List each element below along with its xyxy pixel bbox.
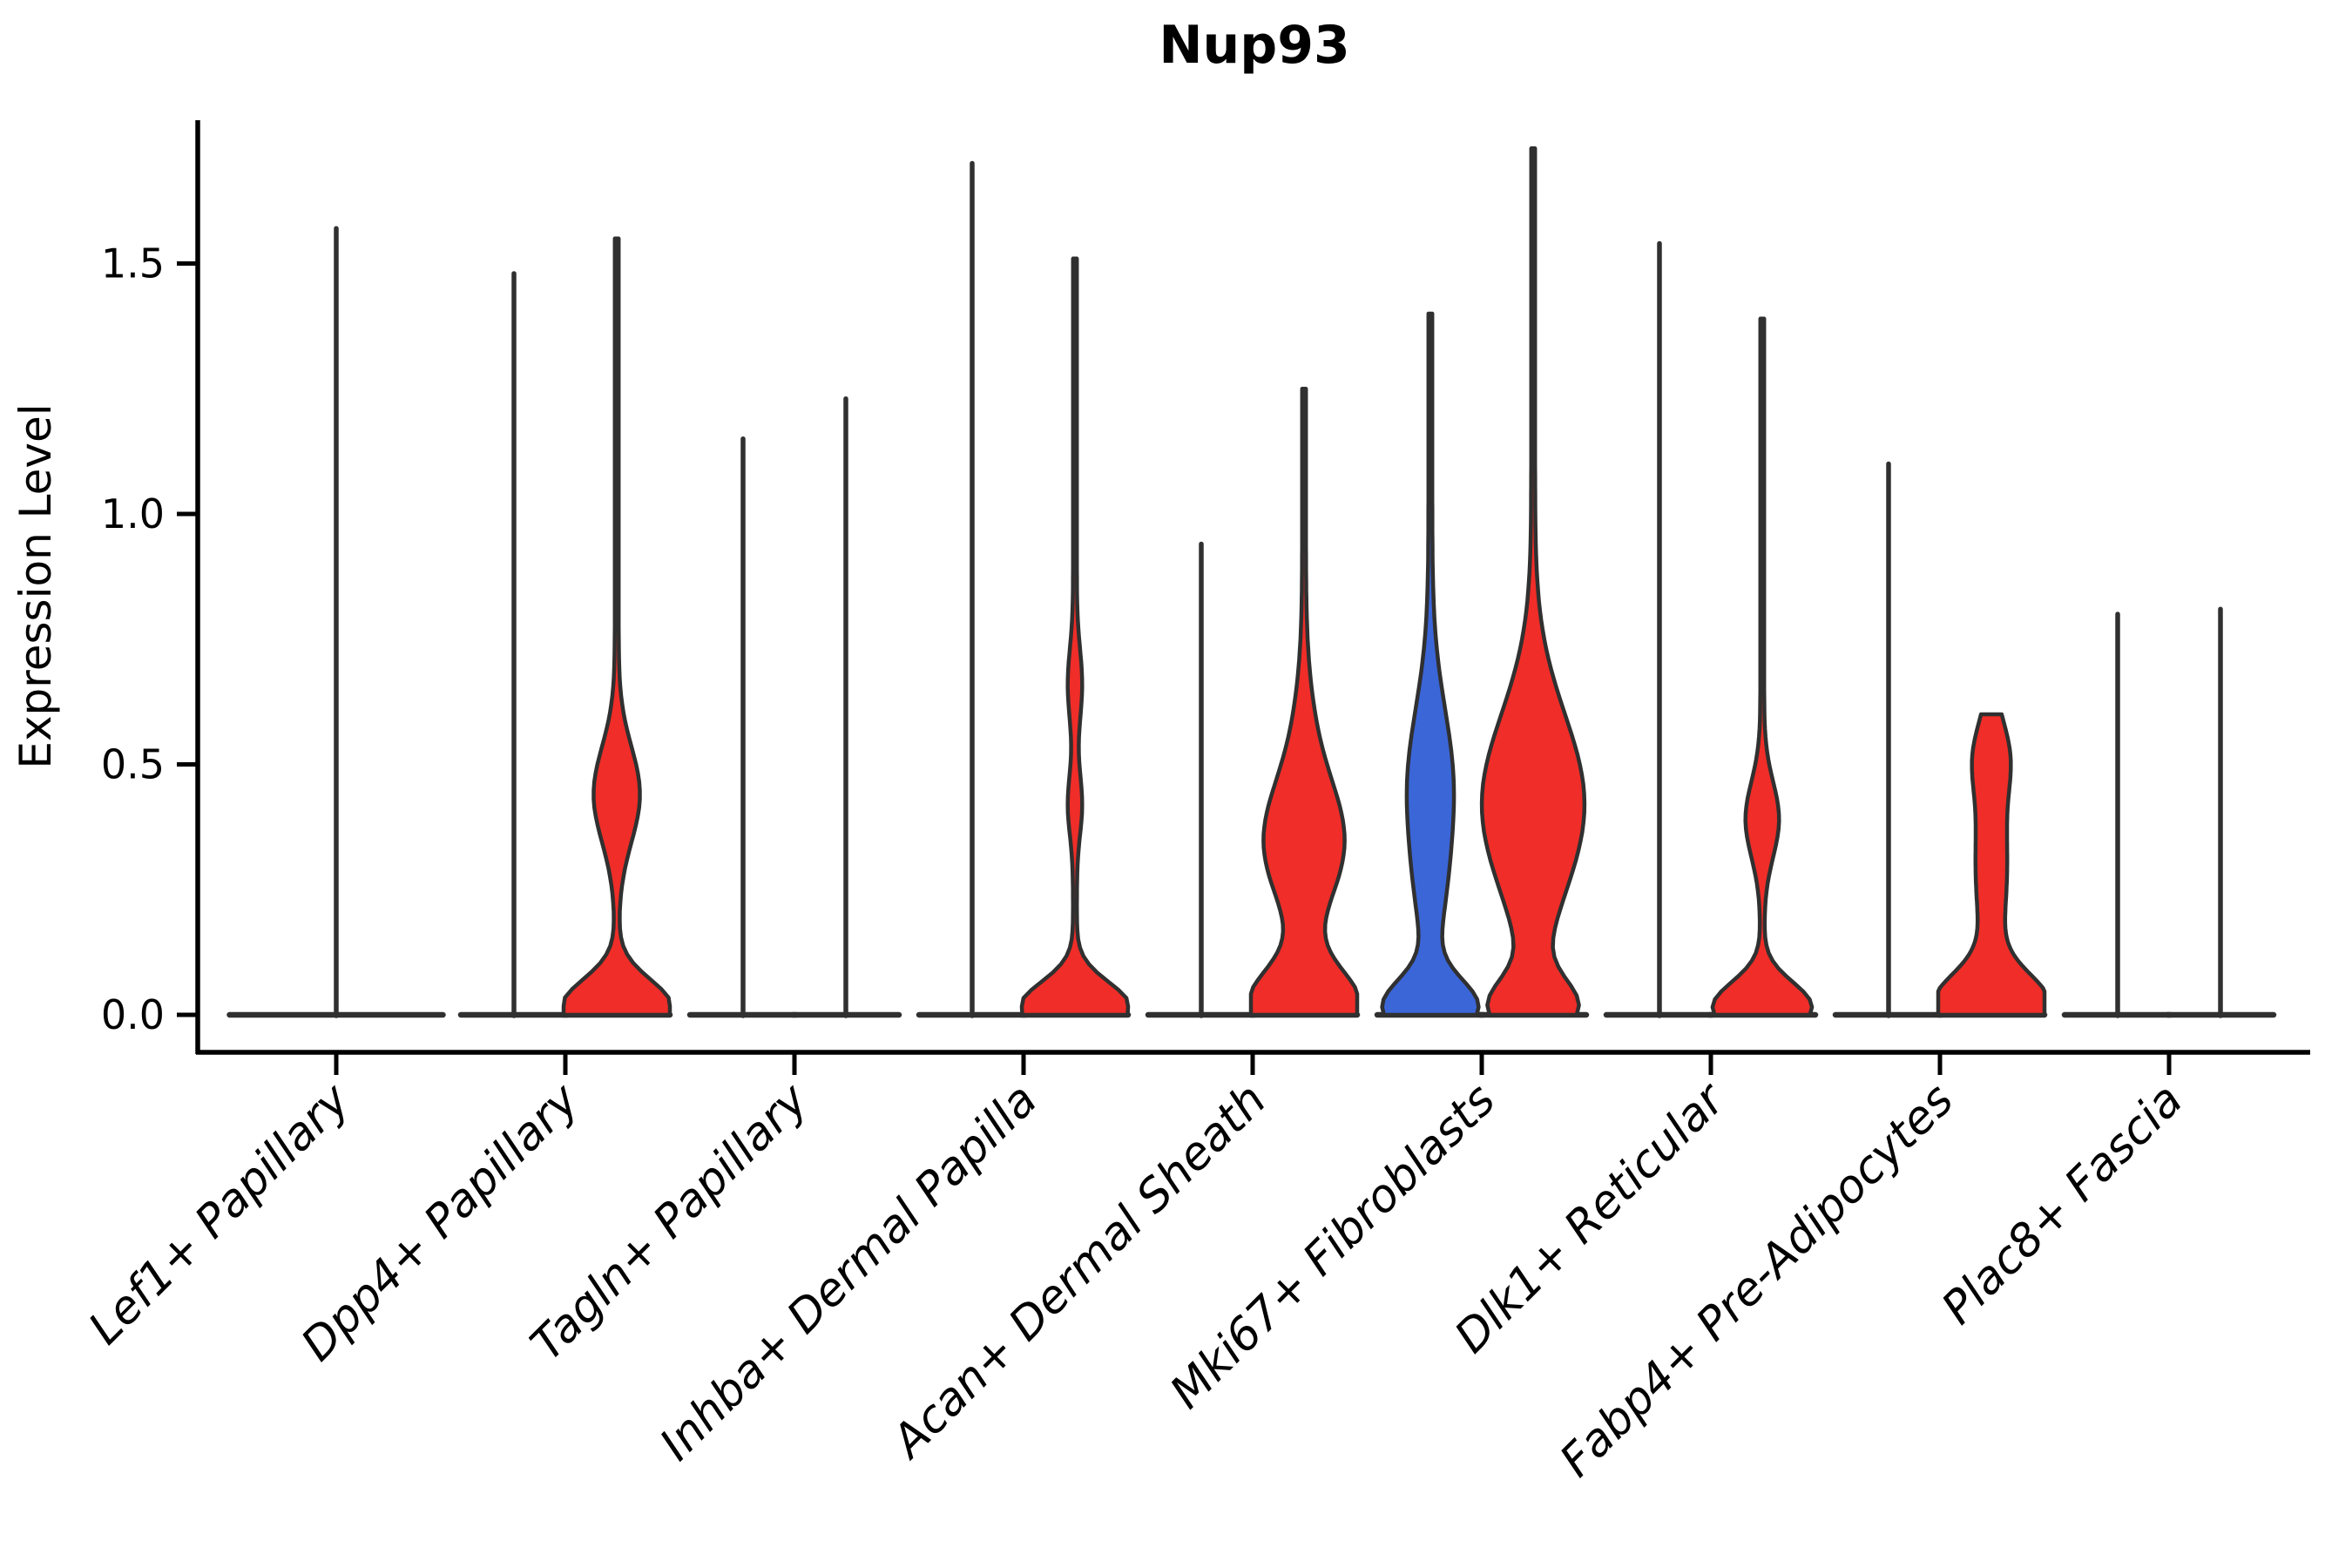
x-tick-label: Inhba+ Dermal Papilla (650, 1074, 1047, 1471)
violin-body (1380, 311, 1481, 1017)
y-tick-label: 0.0 (101, 991, 165, 1038)
violin-body (561, 236, 672, 1017)
axes (177, 120, 2310, 1075)
violin-body (1248, 387, 1360, 1017)
violin-bodies (334, 146, 2223, 1018)
violin-body (1019, 256, 1131, 1017)
violin-body (1479, 146, 1587, 1017)
y-tick-label: 0.5 (101, 741, 165, 788)
plot-title: Nup93 (1159, 15, 1349, 76)
x-tick-label: Acan+ Dermal Sheath (881, 1074, 1276, 1470)
x-tick-label: Fabp4+ Pre-Adipocytes (1551, 1074, 1964, 1488)
y-axis-label: Expression Level (10, 403, 61, 768)
violin-body (1936, 712, 2047, 1017)
x-tick-label: Plac8+ Fascia (1932, 1074, 2193, 1335)
y-tick-label: 1.5 (101, 240, 165, 287)
y-tick-label: 1.0 (101, 490, 165, 537)
violin-body (1710, 316, 1815, 1017)
